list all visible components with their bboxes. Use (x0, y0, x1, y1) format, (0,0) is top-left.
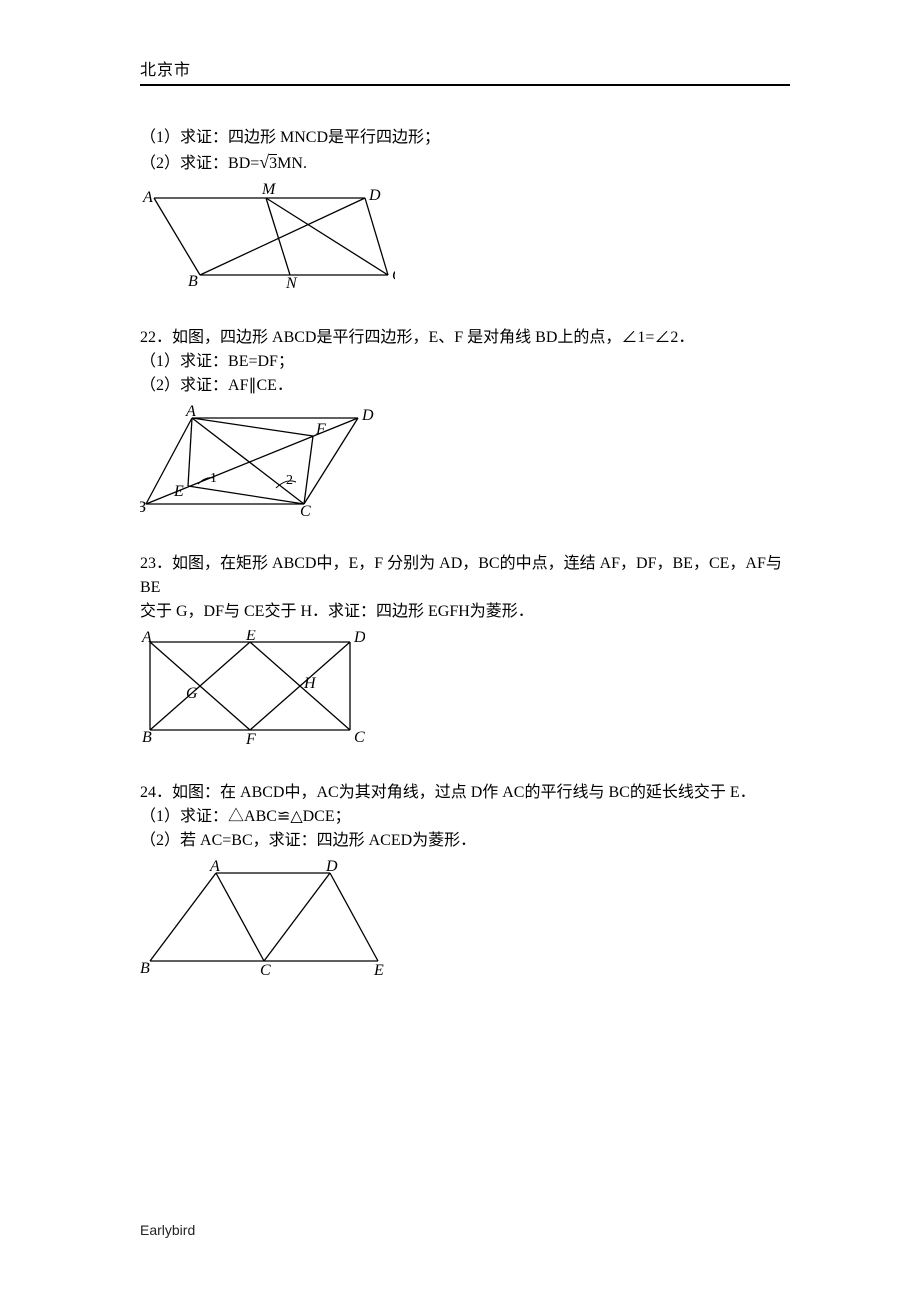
text: MNCD (280, 129, 328, 146)
problem-number: 23． (140, 555, 172, 572)
svg-text:D: D (368, 187, 381, 204)
svg-text:H: H (303, 675, 317, 692)
svg-text:F: F (315, 421, 326, 438)
problem-23: 23．如图，在矩形 ABCD中，E，F 分别为 AD，BC的中点，连结 AF，D… (140, 552, 790, 745)
problem-number: 22． (140, 329, 172, 346)
p24-line1: （1）求证：△ABC≌△DCE； (140, 805, 790, 829)
page-header: 北京市 (140, 60, 790, 86)
svg-text:C: C (300, 503, 311, 516)
svg-text:D: D (361, 407, 374, 424)
p24-line2: （2）若 AC=BC，求证：四边形 ACED为菱形． (140, 829, 790, 853)
text: △ABC≌△DCE； (228, 808, 351, 825)
p23-stem-a: 23．如图，在矩形 ABCD中，E，F 分别为 AD，BC的中点，连结 AF，D… (140, 552, 790, 600)
svg-text:B: B (188, 273, 198, 290)
svg-text:E: E (173, 483, 184, 500)
text: 如图，在矩形 ABCD中，E，F 分别为 AD，BC的中点，连结 AF，DF，B… (140, 555, 782, 596)
svg-text:A: A (142, 189, 153, 206)
text: 是平行四边形； (328, 129, 440, 146)
p21-figure: A M D B N C (140, 182, 790, 290)
svg-text:1: 1 (210, 471, 217, 486)
text: （2）若 (140, 832, 200, 849)
problem-24: 24．如图：在 ABCD中，AC为其对角线，过点 D作 AC的平行线与 BC的延… (140, 781, 790, 979)
footer: Earlybird (140, 1222, 195, 1238)
svg-text:B: B (142, 729, 152, 745)
svg-text:A: A (141, 630, 152, 646)
svg-text:F: F (245, 731, 256, 745)
svg-text:E: E (373, 962, 384, 979)
sqrt-inner: 3 (269, 154, 277, 172)
p22-svg: ADBCEF12 (140, 404, 375, 516)
problem-22: 22．如图，四边形 ABCD是平行四边形，E、F 是对角线 BD上的点，∠1=∠… (140, 326, 790, 516)
text: MN. (277, 155, 307, 172)
p21-line2: （2）求证：BD=√3MN. (140, 150, 790, 176)
problem-21: （1）求证：四边形 MNCD是平行四边形； （2）求证：BD=√3MN. A M D… (140, 126, 790, 290)
p23-figure: A E D B F C G H (140, 630, 790, 745)
p24-stem: 24．如图：在 ABCD中，AC为其对角线，过点 D作 AC的平行线与 BC的延… (140, 781, 790, 805)
p22-figure: ADBCEF12 (140, 404, 790, 516)
svg-text:N: N (285, 275, 298, 290)
text: AC=BC， (200, 832, 269, 849)
problem-number: 24． (140, 784, 172, 801)
text: BD= (228, 155, 259, 172)
p21-svg: A M D B N C (140, 182, 395, 290)
svg-text:M: M (261, 182, 277, 198)
svg-text:D: D (325, 859, 338, 875)
svg-text:B: B (140, 499, 146, 516)
text: 交于 G，DF与 CE交于 H．求证：四边形 EGFH为菱形． (140, 603, 534, 620)
svg-text:D: D (353, 630, 365, 646)
header-city: 北京市 (140, 62, 191, 79)
svg-text:B: B (140, 960, 150, 977)
p22-line1: （1）求证：BE=DF； (140, 350, 790, 374)
svg-text:G: G (186, 685, 198, 702)
text: AF∥CE． (228, 377, 293, 394)
p23-svg: A E D B F C G H (140, 630, 365, 745)
p22-line2: （2）求证：AF∥CE． (140, 374, 790, 398)
footer-text: Earlybird (140, 1222, 195, 1238)
p23-stem-b: 交于 G，DF与 CE交于 H．求证：四边形 EGFH为菱形． (140, 600, 790, 624)
p21-line1: （1）求证：四边形 MNCD是平行四边形； (140, 126, 790, 150)
page: 北京市 （1）求证：四边形 MNCD是平行四边形； （2）求证：BD=√3MN.… (0, 0, 920, 1302)
svg-text:C: C (260, 962, 271, 979)
p22-stem: 22．如图，四边形 ABCD是平行四边形，E、F 是对角线 BD上的点，∠1=∠… (140, 326, 790, 350)
text: （2）求证： (140, 155, 228, 172)
text: （2）求证： (140, 377, 228, 394)
sqrt-symbol: √ (259, 152, 269, 172)
text: 如图，四边形 ABCD是平行四边形，E、F 是对角线 BD上的点，∠1=∠2． (172, 329, 694, 346)
text: 如图：在 ABCD中，AC为其对角线，过点 D作 AC的平行线与 BC的延长线交… (172, 784, 756, 801)
text: （1）求证：四边形 (140, 129, 280, 146)
text: （1）求证： (140, 808, 228, 825)
svg-text:C: C (354, 729, 365, 745)
p24-svg: A D B C E (140, 859, 390, 979)
text: BE=DF； (228, 353, 294, 370)
text: 求证：四边形 ACED为菱形． (269, 832, 477, 849)
p24-figure: A D B C E (140, 859, 790, 979)
svg-text:E: E (245, 630, 256, 644)
svg-text:C: C (392, 267, 395, 284)
text: （1）求证： (140, 353, 228, 370)
svg-text:A: A (185, 404, 196, 420)
svg-text:A: A (209, 859, 220, 875)
